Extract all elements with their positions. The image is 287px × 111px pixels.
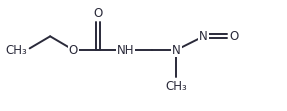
Text: O: O (69, 44, 78, 56)
Text: N: N (172, 44, 181, 56)
Text: CH₃: CH₃ (165, 80, 187, 93)
Text: O: O (230, 30, 239, 43)
Text: N: N (199, 30, 208, 43)
Text: NH: NH (117, 44, 134, 56)
Text: CH₃: CH₃ (5, 44, 27, 56)
Text: O: O (94, 7, 103, 20)
